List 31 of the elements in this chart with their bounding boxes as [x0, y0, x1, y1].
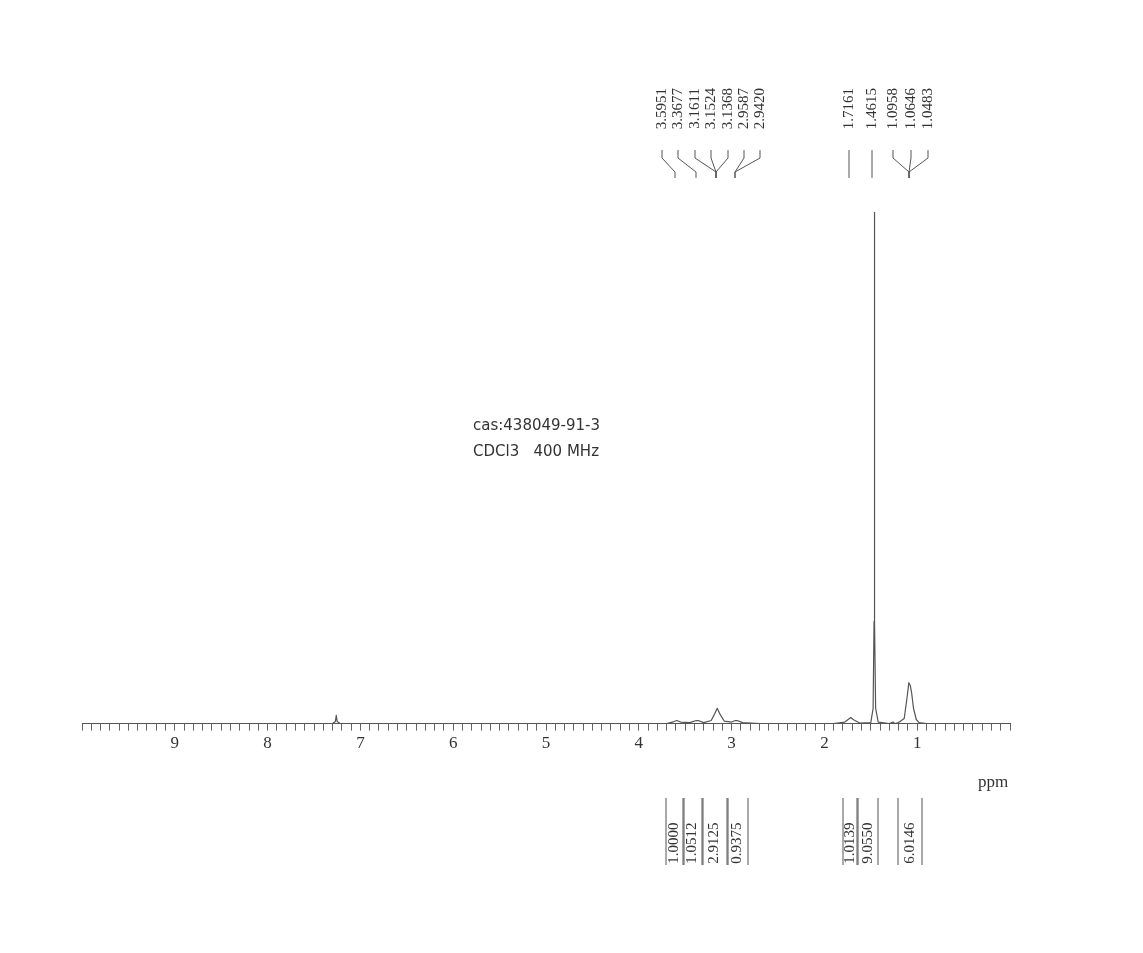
text: 1.0958 — [883, 88, 900, 130]
text: 1.4615 — [862, 88, 879, 130]
text: 3.1611 — [685, 88, 702, 129]
x-tick-label: 2 — [820, 733, 829, 753]
x-tick-label: 9 — [170, 733, 180, 753]
text: 3.1368 — [718, 88, 735, 130]
x-tick-label: 4 — [634, 733, 644, 753]
text: 3.5951 — [652, 88, 669, 130]
text: 1.7161 — [839, 88, 856, 130]
text: 1.0483 — [918, 88, 935, 130]
text: 2.9587 — [734, 87, 751, 130]
text: 6.0146 — [900, 821, 917, 864]
x-tick-label: 5 — [541, 733, 551, 753]
text: 1.0139 — [840, 822, 857, 864]
text: 0.9375 — [727, 822, 744, 864]
text: 3.1524 — [701, 87, 718, 130]
x-tick-label: 1 — [912, 733, 922, 753]
text: 2.9125 — [704, 822, 721, 864]
text: 1.0646 — [901, 87, 918, 130]
text: 3.3677 — [668, 87, 685, 130]
text: 1.0000 — [664, 822, 681, 864]
x-tick-label: 7 — [356, 733, 366, 753]
annotation: cas:438049-91-3 — [473, 415, 601, 434]
text: 1.0512 — [682, 822, 699, 864]
text: 9.0550 — [858, 822, 875, 864]
x-tick-label: 3 — [727, 733, 736, 753]
annotation: CDCl3 400 MHz — [473, 441, 600, 460]
x-tick-label: 8 — [263, 733, 272, 753]
text: 2.9420 — [750, 88, 767, 130]
x-tick-label: 6 — [448, 733, 458, 753]
x-axis-title: ppm — [978, 771, 1009, 791]
